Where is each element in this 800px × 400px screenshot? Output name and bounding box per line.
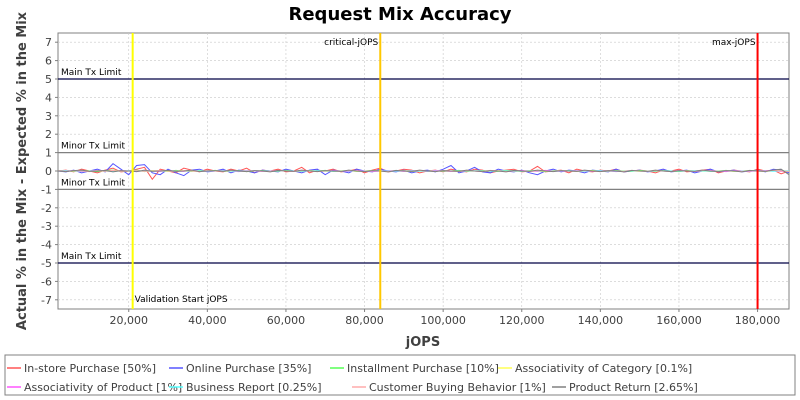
y-tick-label: -3 [41, 220, 52, 233]
y-tick-label: -5 [41, 257, 52, 270]
limit-label: Minor Tx Limit [61, 142, 126, 152]
legend-item-label: Business Report [0.25%] [186, 381, 322, 394]
y-tick-label: -6 [41, 275, 52, 288]
y-tick-label: -4 [41, 239, 52, 252]
x-tick-label: 180,000 [735, 314, 781, 327]
y-axis-ticks: 7 6 5 4 3 2 1 0 -1 -2 -3 -4 -5 -6 -7 [41, 36, 58, 307]
legend-item-label: Installment Purchase [10%] [347, 362, 499, 375]
legend-item-label: Online Purchase [35%] [186, 362, 311, 375]
x-axis-ticks: 20,000 40,000 60,000 80,000 100,000 120,000 14… [109, 309, 780, 327]
legend: In-store Purchase [50%] Online Purchase [… [7, 362, 698, 394]
x-tick-label: 100,000 [420, 314, 466, 327]
y-tick-label: -1 [41, 183, 52, 196]
legend-item-label: Associativity of Product [1%] [24, 381, 182, 394]
limit-label: Minor Tx Limit [61, 178, 126, 188]
series-lines [57, 162, 790, 181]
jops-marker-label: critical-jOPS [324, 38, 378, 48]
limit-label: Main Tx Limit [61, 252, 122, 262]
legend-box [4, 354, 796, 396]
x-tick-label: 120,000 [499, 314, 545, 327]
legend-item-label: Associativity of Category [0.1%] [515, 362, 692, 375]
x-tick-label: 140,000 [578, 314, 624, 327]
y-tick-label: 1 [45, 147, 52, 160]
y-tick-label: 0 [45, 165, 52, 178]
horizontal-limit-markers: Main Tx Limit Minor Tx Limit Minor Tx Limi… [58, 68, 789, 264]
y-tick-label: 3 [45, 110, 52, 123]
x-tick-label: 20,000 [109, 314, 148, 327]
legend-item-label: Customer Buying Behavior [1%] [369, 381, 546, 394]
limit-label: Main Tx Limit [61, 68, 122, 78]
y-tick-label: 7 [45, 36, 52, 49]
legend-item-label: Product Return [2.65%] [569, 381, 698, 394]
y-tick-label: 6 [45, 55, 52, 68]
jops-marker-label: Validation Start jOPS [135, 295, 228, 305]
x-tick-label: 40,000 [188, 314, 227, 327]
chart-title: Request Mix Accuracy [288, 4, 511, 25]
legend-item-label: In-store Purchase [50%] [24, 362, 156, 375]
jops-marker-label: max-jOPS [712, 38, 756, 48]
series-line [57, 168, 790, 176]
x-tick-label: 80,000 [345, 314, 384, 327]
y-tick-label: 5 [45, 73, 52, 86]
y-tick-label: -2 [41, 202, 52, 215]
x-tick-label: 160,000 [656, 314, 702, 327]
x-tick-label: 60,000 [267, 314, 306, 327]
y-tick-label: -7 [41, 294, 52, 307]
y-tick-label: 4 [45, 91, 52, 104]
x-axis-label: jOPS [405, 335, 440, 350]
y-tick-label: 2 [45, 128, 52, 141]
y-axis-label: Actual % in the Mix - Expected % in the … [15, 11, 30, 330]
vertical-jops-markers: Validation Start jOPS critical-jOPS max-jO… [131, 33, 759, 309]
